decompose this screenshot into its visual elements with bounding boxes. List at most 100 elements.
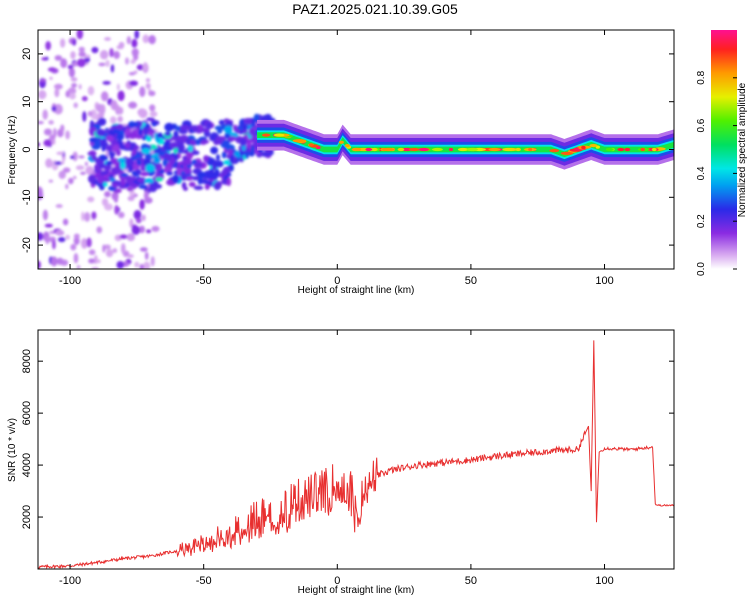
spectrogram-noise-blob	[67, 87, 77, 95]
spectrogram-band-blob	[126, 186, 134, 192]
spectrogram-noise-blob	[145, 229, 152, 234]
spectrogram-noise-blob	[131, 225, 141, 235]
spectrogram-noise-blob	[117, 211, 125, 219]
spectrogram-noise-blob	[145, 82, 151, 90]
spectrogram-hotspot	[397, 147, 405, 152]
spectrogram-band-blob	[225, 144, 236, 152]
spectrogram-noise-blob	[60, 58, 68, 69]
spectrogram-noise-blob	[39, 78, 47, 82]
spectrogram-band-blob	[162, 159, 168, 167]
spectrogram-hotspot	[431, 147, 443, 152]
spectrogram-noise-blob	[129, 218, 134, 228]
snr-frame	[37, 329, 675, 570]
spectrogram-band-blob	[151, 122, 157, 127]
spectrogram-hotspot	[384, 147, 396, 152]
spectrogram-noise-blob	[128, 101, 138, 109]
spectrogram-band-blob	[188, 181, 196, 188]
colorbar-tick-label: 0.2	[696, 214, 707, 228]
spectrogram-noise-blob	[48, 120, 54, 125]
spectrogram-noise-blob	[91, 266, 99, 269]
spectrogram-noise-blob	[81, 211, 85, 222]
spectrogram-noise-blob	[51, 106, 57, 112]
spectrogram-noise-blob	[146, 117, 155, 122]
spectrogram-noise-blob	[113, 195, 119, 203]
spectrogram-band-blob	[244, 151, 250, 159]
spectrogram-noise-blob	[117, 115, 123, 123]
spectrogram-y-label: Frequency (Hz)	[7, 116, 18, 185]
spectrogram-band-blob	[144, 178, 154, 184]
spectrogram-noise-blob	[149, 104, 156, 112]
spectrogram-band-blob	[89, 137, 97, 143]
spectrogram-noise-blob	[67, 64, 74, 70]
spectrogram-noise-blob	[136, 64, 145, 71]
spectrogram-band-blob	[182, 186, 188, 191]
spectrogram-noise-blob	[139, 86, 146, 98]
spectrogram-noise-blob	[54, 83, 63, 90]
spectrogram-noise-blob	[91, 211, 97, 220]
spectrogram-noise-blob	[78, 51, 86, 58]
spectrogram-band-blob	[191, 125, 199, 133]
spectrogram-band-blob	[249, 146, 255, 155]
spectrogram-noise-blob	[96, 226, 103, 234]
spectrogram-band-blob	[170, 156, 175, 166]
spectrogram-noise-blob	[115, 104, 121, 115]
spectrogram-band-blob	[155, 177, 164, 182]
spectrogram-band-blob	[197, 171, 207, 178]
x-tick-label: 0	[334, 575, 340, 587]
spectrogram-band-blob	[214, 160, 224, 168]
spectrogram-noise-blob	[59, 38, 66, 48]
spectrogram-noise-blob	[82, 111, 87, 122]
spectrogram-band-blob	[120, 173, 129, 178]
spectrogram-noise-blob	[72, 38, 77, 46]
spectrogram-noise-blob	[47, 67, 57, 72]
spectrogram-band-blob	[218, 119, 225, 126]
snr-y-axis: 2000 4000 6000 8000	[21, 349, 674, 529]
spectrogram-noise-blob	[148, 90, 156, 97]
colorbar-ticks: 0.0 0.2 0.4 0.6 0.8	[696, 70, 737, 276]
spectrogram-noise-blob	[151, 225, 160, 232]
spectrogram-noise-blob	[94, 254, 98, 265]
spectrogram-band-blob	[110, 166, 120, 176]
spectrogram-noise-blob	[60, 124, 65, 133]
colorbar-gradient	[711, 30, 737, 269]
spectrogram-noise-blob	[116, 260, 125, 269]
spectrogram-hotspot	[338, 140, 344, 144]
spectrogram-noise-blob	[48, 179, 54, 183]
spectrogram-hotspot	[262, 133, 271, 137]
spectrogram-band-blob	[97, 175, 104, 184]
spectrogram-noise-blob	[45, 56, 49, 61]
spectrogram-band-blob	[144, 123, 151, 129]
spectrogram-noise-blob	[91, 46, 99, 54]
spectrogram-noise-blob	[70, 243, 77, 251]
spectrogram-hotspot	[448, 147, 454, 152]
snr-panel: -100 -50 0 50 100 2000 4000 6000 8000 Height of…	[7, 329, 675, 596]
spectrogram-band-blob	[204, 183, 210, 190]
spectrogram-noise-blob	[141, 214, 146, 222]
spectrogram-noise-blob	[87, 85, 95, 96]
spectrogram-band-blob	[241, 123, 248, 131]
spectrogram-band-blob	[138, 184, 148, 189]
spectrogram-noise-blob	[76, 30, 84, 40]
spectrogram-band-blob	[156, 147, 162, 154]
spectrogram-noise-blob	[56, 151, 65, 156]
spectrogram-noise-blob	[139, 199, 145, 210]
spectrogram-noise-blob	[88, 249, 96, 256]
spectrogram-noise-blob	[134, 261, 140, 268]
spectrogram-noise-blob	[127, 254, 134, 258]
spectrogram-band-blob	[128, 182, 138, 188]
spectrogram-band-blob	[140, 171, 149, 177]
spectrogram-noise-blob	[62, 167, 71, 173]
spectrogram-band-blob	[118, 144, 124, 150]
spectrogram-noise-blob	[51, 256, 58, 267]
spectrogram-noise-blob	[60, 161, 65, 165]
spectrogram-band-blob	[192, 176, 200, 181]
snr-x-axis: -100 -50 0 50 100	[59, 330, 614, 587]
spectrogram-band-blob	[112, 183, 119, 188]
spectrogram-noise-blob	[80, 171, 86, 175]
x-tick-label: -50	[196, 275, 212, 287]
spectrogram-noise-blob	[131, 48, 139, 57]
spectrogram-noise-blob	[112, 248, 118, 254]
spectrogram-noise-blob	[71, 83, 78, 88]
spectrogram-band-blob	[215, 154, 221, 161]
